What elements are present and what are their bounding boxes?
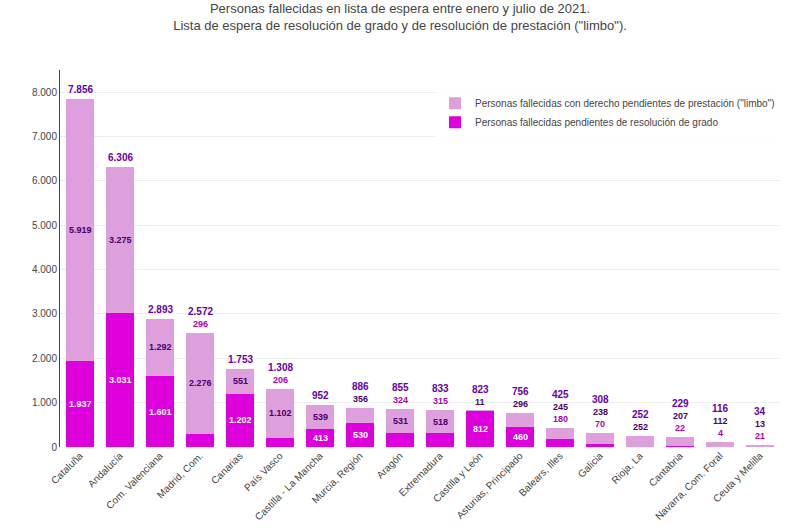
- svg-text:1.292: 1.292: [149, 342, 172, 352]
- svg-text:855: 855: [392, 382, 409, 393]
- svg-text:823: 823: [472, 384, 489, 395]
- svg-text:518: 518: [433, 417, 448, 427]
- svg-text:324: 324: [393, 395, 408, 405]
- svg-text:3.000: 3.000: [32, 308, 57, 319]
- svg-text:4.000: 4.000: [32, 264, 57, 275]
- svg-text:812: 812: [473, 424, 488, 434]
- svg-text:Galicia: Galicia: [576, 450, 606, 480]
- svg-text:6.306: 6.306: [108, 152, 133, 163]
- svg-text:756: 756: [512, 386, 529, 397]
- svg-text:1.753: 1.753: [228, 354, 253, 365]
- svg-text:356: 356: [353, 394, 368, 404]
- svg-text:22: 22: [675, 423, 685, 433]
- svg-text:34: 34: [754, 406, 766, 417]
- svg-text:296: 296: [193, 319, 208, 329]
- svg-text:116: 116: [712, 403, 729, 414]
- svg-text:13: 13: [755, 419, 765, 429]
- svg-text:2.276: 2.276: [189, 378, 212, 388]
- svg-text:833: 833: [432, 383, 449, 394]
- svg-text:425: 425: [552, 389, 569, 400]
- svg-text:Murcia, Región: Murcia, Región: [310, 450, 365, 505]
- svg-text:3.031: 3.031: [109, 375, 132, 385]
- svg-text:Rioja, La: Rioja, La: [609, 450, 645, 486]
- svg-text:1.102: 1.102: [269, 408, 292, 418]
- svg-text:252: 252: [632, 409, 649, 420]
- svg-text:Aragón: Aragón: [374, 450, 405, 481]
- svg-text:Castilla - La Mancha: Castilla - La Mancha: [253, 450, 326, 523]
- svg-text:530: 530: [353, 430, 368, 440]
- svg-text:0: 0: [51, 442, 57, 453]
- svg-text:Personas fallecidas con derech: Personas fallecidas con derecho pendient…: [475, 98, 775, 109]
- svg-text:180: 180: [553, 414, 568, 424]
- svg-text:Castilla y León: Castilla y León: [431, 450, 485, 504]
- svg-text:7.856: 7.856: [68, 84, 93, 95]
- svg-text:Navarra, Com. Foral: Navarra, Com. Foral: [653, 450, 725, 522]
- svg-text:886: 886: [352, 381, 369, 392]
- svg-text:1.000: 1.000: [32, 397, 57, 408]
- svg-text:7.000: 7.000: [32, 131, 57, 142]
- svg-text:207: 207: [673, 411, 688, 421]
- svg-text:Madrid, Com.: Madrid, Com.: [155, 450, 205, 500]
- svg-text:1.202: 1.202: [229, 415, 252, 425]
- svg-text:21: 21: [755, 431, 765, 441]
- svg-text:112: 112: [713, 416, 728, 426]
- svg-text:531: 531: [393, 416, 408, 426]
- svg-text:Personas fallecidas pendientes: Personas fallecidas pendientes de resolu…: [475, 117, 718, 128]
- svg-text:Com. Valenciana: Com. Valenciana: [104, 450, 165, 511]
- svg-text:952: 952: [312, 390, 329, 401]
- svg-text:5.000: 5.000: [32, 220, 57, 231]
- svg-text:Andalucía: Andalucía: [86, 450, 126, 490]
- svg-text:3.275: 3.275: [109, 235, 132, 245]
- svg-text:296: 296: [513, 399, 528, 409]
- svg-text:413: 413: [313, 433, 328, 443]
- svg-text:229: 229: [672, 398, 689, 409]
- svg-text:Ceuta y Melilla: Ceuta y Melilla: [711, 450, 765, 504]
- svg-text:460: 460: [513, 432, 528, 442]
- svg-text:539: 539: [313, 412, 328, 422]
- svg-text:Cataluña: Cataluña: [49, 450, 85, 486]
- svg-text:245: 245: [553, 402, 568, 412]
- svg-text:206: 206: [273, 375, 288, 385]
- svg-text:Asturias, Principado: Asturias, Principado: [454, 450, 525, 521]
- svg-text:70: 70: [595, 419, 605, 429]
- svg-text:Personas fallecidas en lista d: Personas fallecidas en lista de espera e…: [173, 1, 627, 33]
- svg-text:238: 238: [593, 407, 608, 417]
- svg-text:Extremadura: Extremadura: [397, 450, 446, 499]
- svg-text:8.000: 8.000: [32, 87, 57, 98]
- svg-text:1.601: 1.601: [149, 407, 172, 417]
- svg-text:6.000: 6.000: [32, 175, 57, 186]
- svg-text:País Vasco: País Vasco: [242, 450, 285, 493]
- svg-text:11: 11: [475, 397, 485, 407]
- svg-text:308: 308: [592, 394, 609, 405]
- svg-text:315: 315: [433, 396, 448, 406]
- svg-text:2.893: 2.893: [148, 304, 173, 315]
- svg-text:Cantabria: Cantabria: [647, 450, 686, 489]
- svg-text:1.937: 1.937: [69, 399, 92, 409]
- svg-text:252: 252: [633, 422, 648, 432]
- svg-text:Balears, Illes: Balears, Illes: [517, 450, 565, 498]
- svg-text:4: 4: [718, 428, 723, 438]
- svg-text:1.308: 1.308: [268, 362, 293, 373]
- svg-text:551: 551: [233, 376, 248, 386]
- svg-text:5.919: 5.919: [69, 225, 92, 235]
- svg-text:Canarias: Canarias: [209, 450, 245, 486]
- svg-text:2.572: 2.572: [188, 306, 213, 317]
- svg-text:2.000: 2.000: [32, 353, 57, 364]
